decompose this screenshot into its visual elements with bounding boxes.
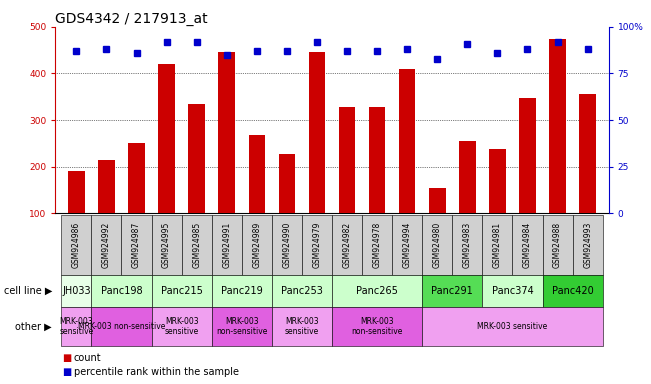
Bar <box>489 149 506 260</box>
Bar <box>188 104 205 260</box>
Text: count: count <box>74 353 101 363</box>
Text: GSM924978: GSM924978 <box>372 222 381 268</box>
Text: GDS4342 / 217913_at: GDS4342 / 217913_at <box>55 12 208 26</box>
Text: GSM924992: GSM924992 <box>102 222 111 268</box>
Text: cell line ▶: cell line ▶ <box>4 286 52 296</box>
Text: GSM924989: GSM924989 <box>253 222 261 268</box>
Text: GSM924985: GSM924985 <box>192 222 201 268</box>
Text: GSM924982: GSM924982 <box>342 222 352 268</box>
Bar <box>98 160 115 260</box>
Text: MRK-003 sensitive: MRK-003 sensitive <box>477 322 547 331</box>
Text: Panc374: Panc374 <box>492 286 533 296</box>
Bar <box>249 135 265 260</box>
Text: ■: ■ <box>62 353 71 363</box>
Text: GSM924991: GSM924991 <box>222 222 231 268</box>
Text: Panc420: Panc420 <box>551 286 594 296</box>
Text: GSM924981: GSM924981 <box>493 222 502 268</box>
Text: Panc219: Panc219 <box>221 286 262 296</box>
Text: other ▶: other ▶ <box>16 321 52 331</box>
Text: MRK-003
sensitive: MRK-003 sensitive <box>284 317 319 336</box>
Bar <box>68 171 85 260</box>
Text: MRK-003
sensitive: MRK-003 sensitive <box>165 317 199 336</box>
Bar <box>158 64 175 260</box>
Text: GSM924983: GSM924983 <box>463 222 472 268</box>
Text: Panc253: Panc253 <box>281 286 323 296</box>
Bar <box>219 53 235 260</box>
Bar <box>519 98 536 260</box>
Text: GSM924993: GSM924993 <box>583 222 592 268</box>
Text: Panc198: Panc198 <box>101 286 143 296</box>
Text: MRK-003 non-sensitive: MRK-003 non-sensitive <box>78 322 165 331</box>
Text: GSM924984: GSM924984 <box>523 222 532 268</box>
Bar <box>369 107 385 260</box>
Text: GSM924994: GSM924994 <box>403 222 411 268</box>
Text: GSM924995: GSM924995 <box>162 222 171 268</box>
Text: MRK-003
non-sensitive: MRK-003 non-sensitive <box>216 317 268 336</box>
Text: MRK-003
sensitive: MRK-003 sensitive <box>59 317 94 336</box>
Text: GSM924988: GSM924988 <box>553 222 562 268</box>
Bar <box>399 69 415 260</box>
Text: ■: ■ <box>62 366 71 377</box>
Bar <box>339 107 355 260</box>
Text: GSM924979: GSM924979 <box>312 222 322 268</box>
Text: percentile rank within the sample: percentile rank within the sample <box>74 366 238 377</box>
Bar <box>429 187 445 260</box>
Text: Panc291: Panc291 <box>432 286 473 296</box>
Text: Panc265: Panc265 <box>356 286 398 296</box>
Bar <box>279 154 295 260</box>
Text: Panc215: Panc215 <box>161 286 202 296</box>
Bar <box>549 38 566 260</box>
Text: GSM924986: GSM924986 <box>72 222 81 268</box>
Bar <box>459 141 476 260</box>
Text: JH033: JH033 <box>62 286 90 296</box>
Bar <box>579 94 596 260</box>
Bar <box>128 143 145 260</box>
Text: GSM924987: GSM924987 <box>132 222 141 268</box>
Bar <box>309 53 326 260</box>
Text: MRK-003
non-sensitive: MRK-003 non-sensitive <box>352 317 403 336</box>
Text: GSM924980: GSM924980 <box>433 222 442 268</box>
Text: GSM924990: GSM924990 <box>283 222 292 268</box>
